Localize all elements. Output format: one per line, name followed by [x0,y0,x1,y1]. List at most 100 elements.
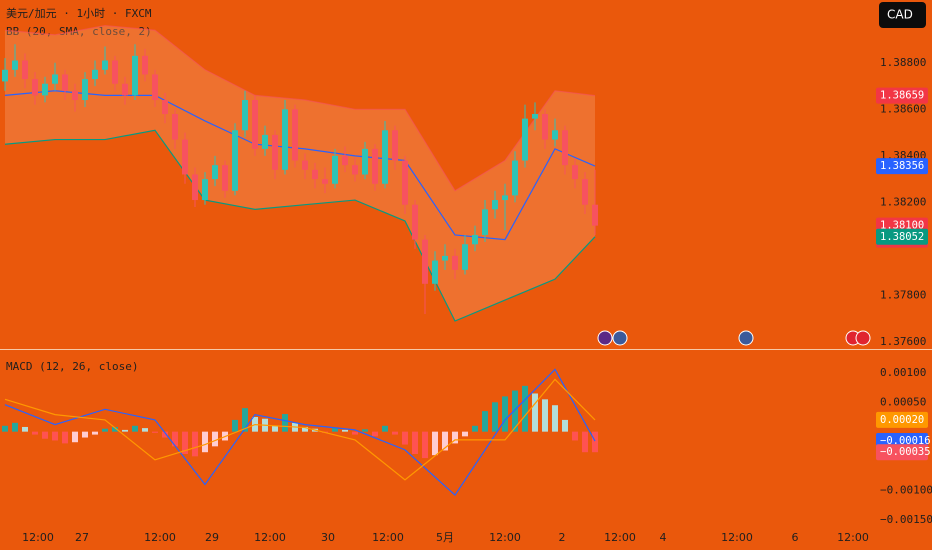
candle-body [102,60,108,70]
candle-body [502,195,508,201]
histogram-bar [102,428,108,432]
histogram-bar [192,431,198,457]
currency-button[interactable]: CAD [879,2,926,28]
histogram-bar [582,431,588,453]
histogram-bar [82,431,88,438]
histogram-bar [212,431,218,447]
candle-body [482,209,488,235]
histogram-bar [532,393,538,432]
candle-body [152,74,158,101]
histogram-bar [432,431,438,456]
histogram-bar [482,411,488,432]
histogram-bar [132,425,138,432]
candle-body [362,148,368,175]
candle-body [212,165,218,180]
histogram-bar [562,419,568,432]
x-tick-label: 12:00 [489,531,521,544]
candle-body [52,74,58,84]
candle-body [262,134,268,149]
candle-body [282,109,288,170]
price-badge [876,158,928,175]
candle-body [522,118,528,161]
candle-body [192,174,198,201]
histogram-bar [402,431,408,445]
histogram-bar [112,426,118,432]
x-tick-label: 12:00 [721,531,753,544]
candle-body [472,234,478,245]
candle-body [552,130,558,140]
histogram-bar [12,422,18,432]
indicator-label: BB (20, SMA, close, 2) [6,25,152,38]
candle-body [452,255,458,270]
candle-body [382,130,388,184]
signal-line [4,378,596,481]
event-icons [597,330,871,346]
candle-body [492,200,498,210]
candle-body [72,90,78,101]
candle-body [162,100,168,114]
histogram-bar [52,431,58,441]
band-upper [4,24,596,192]
candle-body [222,165,228,191]
price-badge [876,444,928,461]
band-lower [4,129,596,322]
candle-body [82,79,88,101]
candle-body [582,179,588,205]
currency-button-bg[interactable] [879,2,926,28]
candle-body [172,113,178,140]
candle-body [272,134,278,170]
x-tick-label: 2 [559,531,566,544]
x-tick-label: 5月 [436,531,454,544]
x-tick-label: 12:00 [144,531,176,544]
y-tick-label: 1.38600 [880,102,926,115]
y-tick-label: −0.00150 [880,513,932,526]
price-badge-label: 1.38659 [880,90,924,102]
candle-body [182,139,188,175]
candle-body [12,60,18,70]
x-tick-label: 12:00 [254,531,286,544]
histogram-bar [492,402,498,432]
y-tick-label: 1.38800 [880,56,926,69]
currency-button-label[interactable]: CAD [887,8,913,22]
histogram-bar [92,431,98,435]
histogram-bar [232,419,238,432]
candle-body [372,148,378,184]
candle-body [122,83,128,96]
price-badge [876,411,928,428]
candle-body [1,69,8,82]
y-tick-label: 1.38200 [880,195,926,208]
candle-body [202,179,208,201]
histogram-bar [502,396,508,432]
y-tick-label: 1.37600 [880,335,926,348]
candle-body [22,60,28,80]
price-badge-label: 1.38100 [880,220,924,232]
candle-body [42,83,48,96]
histogram-bar [182,431,188,454]
price-badge-label: −0.00035 [880,446,931,458]
event-icon [597,330,613,346]
x-tick-label: 12:00 [837,531,869,544]
histogram-bar [522,385,528,432]
histogram-bar [392,431,398,435]
histogram-bar [552,405,558,432]
candle-body [562,130,568,166]
x-tick-label: 6 [792,531,799,544]
histogram-bar [162,431,168,438]
event-icon [738,330,754,346]
candle-body [542,113,548,140]
histogram-bar [472,425,478,432]
candle-body [252,100,258,149]
candle-body [402,160,408,205]
candle-body [292,109,298,161]
price-badge-label: 1.38356 [880,160,924,172]
histogram-bar [572,431,578,441]
histogram-bar [342,429,348,432]
price-badge-label: −0.00016 [880,435,931,447]
histogram-bar [462,431,468,437]
histogram-bar [172,431,178,447]
histogram-bar [272,425,278,432]
candle-body [132,55,138,96]
histogram-bar [362,429,368,432]
y-tick-label: 0.00100 [880,366,926,379]
